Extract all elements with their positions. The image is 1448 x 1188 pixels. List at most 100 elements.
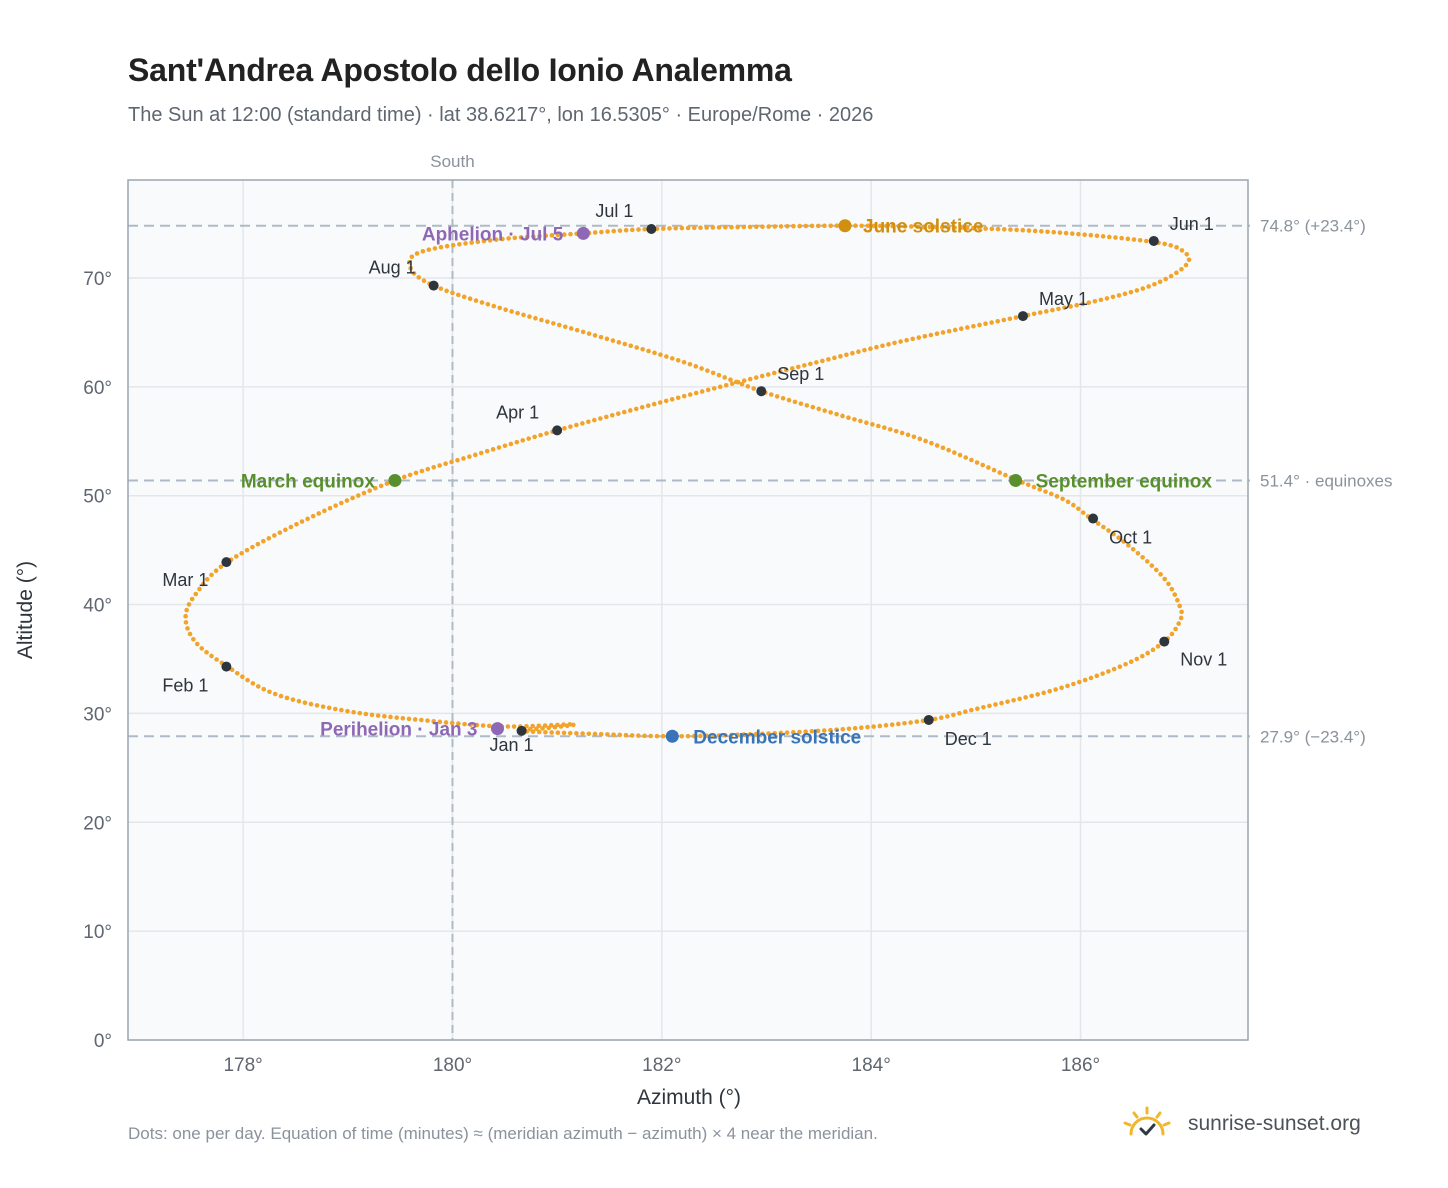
- daily-sun-dot: [384, 481, 390, 486]
- daily-sun-dot: [1068, 304, 1073, 309]
- daily-sun-dot: [1155, 644, 1161, 649]
- daily-sun-dot: [1169, 631, 1175, 637]
- daily-sun-dot: [681, 359, 687, 365]
- daily-sun-dot: [511, 724, 517, 729]
- daily-sun-dot: [759, 373, 765, 379]
- daily-sun-dot: [629, 733, 635, 738]
- daily-sun-dot: [209, 572, 214, 578]
- daily-sun-dot: [407, 259, 412, 265]
- daily-sun-dot: [598, 416, 603, 421]
- daily-sun-dot: [350, 495, 355, 501]
- daily-sun-dot: [1100, 234, 1106, 239]
- daily-sun-dot: [555, 232, 561, 238]
- daily-sun-dot: [892, 340, 897, 346]
- daily-sun-dot: [844, 352, 849, 358]
- daily-sun-dot: [993, 702, 998, 707]
- daily-sun-dot: [296, 698, 302, 704]
- daily-sun-dot: [896, 223, 902, 229]
- daily-sun-dot: [1082, 232, 1087, 237]
- daily-sun-dot: [1111, 531, 1116, 537]
- daily-sun-dot: [741, 732, 747, 737]
- daily-sun-dot: [438, 286, 444, 291]
- daily-sun-dot: [946, 447, 951, 453]
- daily-sun-dot: [548, 722, 554, 728]
- daily-sun-dot: [1146, 284, 1151, 289]
- daily-sun-dot: [963, 455, 969, 460]
- daily-sun-dot: [1184, 251, 1190, 257]
- daily-sun-dot: [574, 731, 579, 736]
- daily-sun-dot: [1157, 279, 1163, 285]
- daily-sun-dot: [1162, 576, 1168, 582]
- chart-subtitle: The Sun at 12:00 (standard time) · lat 3…: [128, 104, 874, 126]
- reference-line-label: 74.8° (+23.4°): [1260, 217, 1366, 236]
- daily-sun-dot: [814, 360, 819, 365]
- daily-sun-dot: [394, 715, 399, 720]
- chart-title: Sant'Andrea Apostolo dello Ionio Analemm…: [128, 52, 792, 88]
- daily-sun-dot: [675, 395, 681, 401]
- daily-sun-dot: [536, 729, 542, 735]
- daily-sun-dot: [229, 667, 235, 673]
- daily-sun-dot: [804, 403, 810, 408]
- daily-sun-dot: [679, 225, 685, 231]
- daily-sun-dot: [598, 731, 604, 737]
- daily-sun-dot: [419, 717, 424, 723]
- y-tick-label: 70°: [83, 269, 112, 290]
- daily-sun-dot: [693, 364, 699, 369]
- daily-sun-dot: [840, 413, 845, 419]
- daily-sun-dot: [1139, 653, 1145, 659]
- daily-sun-dot: [915, 224, 920, 229]
- daily-sun-dot: [1119, 235, 1124, 241]
- daily-sun-dot: [934, 443, 940, 448]
- daily-sun-dot: [1050, 307, 1055, 313]
- footnote: Dots: one per day. Equation of time (min…: [128, 1124, 878, 1143]
- daily-sun-dot: [628, 343, 634, 349]
- daily-sun-dot: [834, 727, 839, 732]
- daily-sun-dot: [1056, 306, 1061, 312]
- daily-sun-dot: [946, 225, 951, 230]
- daily-sun-dot: [821, 728, 827, 733]
- daily-sun-dot: [722, 375, 728, 380]
- daily-sun-dot: [802, 363, 807, 368]
- daily-sun-dot: [531, 234, 536, 239]
- daily-sun-dot: [1169, 586, 1175, 592]
- daily-sun-dot: [421, 278, 427, 284]
- daily-sun-dot: [832, 355, 837, 361]
- daily-sun-dot: [803, 729, 808, 734]
- daily-sun-dot: [1177, 603, 1182, 609]
- daily-sun-dot: [1045, 229, 1050, 235]
- daily-sun-dot: [437, 719, 443, 725]
- month-label: Dec 1: [945, 729, 992, 749]
- daily-sun-dot: [1041, 690, 1046, 696]
- daily-sun-dot: [883, 723, 889, 728]
- daily-sun-dot: [923, 438, 928, 444]
- daily-sun-dot: [1039, 229, 1044, 234]
- daily-sun-dot: [580, 421, 585, 426]
- daily-sun-dot: [326, 705, 332, 711]
- daily-sun-dot: [797, 729, 802, 735]
- daily-sun-dot: [234, 554, 239, 559]
- daily-sun-dot: [1037, 487, 1043, 492]
- daily-sun-dot: [194, 641, 200, 647]
- daily-sun-dot: [479, 300, 485, 305]
- daily-sun-dot: [826, 357, 831, 362]
- daily-sun-dot: [266, 536, 272, 541]
- brand: sunrise-sunset.org: [1120, 1104, 1361, 1144]
- daily-sun-dot: [911, 434, 917, 440]
- daily-sun-dot: [1131, 237, 1137, 242]
- daily-sun-dot: [691, 225, 697, 231]
- y-tick-label: 60°: [83, 378, 112, 399]
- daily-sun-dot: [834, 411, 839, 417]
- daily-sun-dot: [980, 462, 986, 468]
- daily-sun-dot: [642, 733, 647, 739]
- daily-sun-dot: [544, 431, 549, 436]
- daily-sun-dot: [858, 418, 863, 424]
- daily-sun-dot: [1126, 543, 1131, 548]
- daily-sun-dot: [272, 691, 278, 697]
- daily-sun-dot: [615, 411, 621, 416]
- daily-sun-dot: [815, 223, 821, 229]
- daily-sun-dot: [443, 720, 449, 725]
- daily-sun-dot: [467, 454, 472, 459]
- daily-sun-dot: [651, 401, 657, 407]
- daily-sun-dot: [1163, 276, 1168, 282]
- daily-sun-dot: [267, 689, 272, 695]
